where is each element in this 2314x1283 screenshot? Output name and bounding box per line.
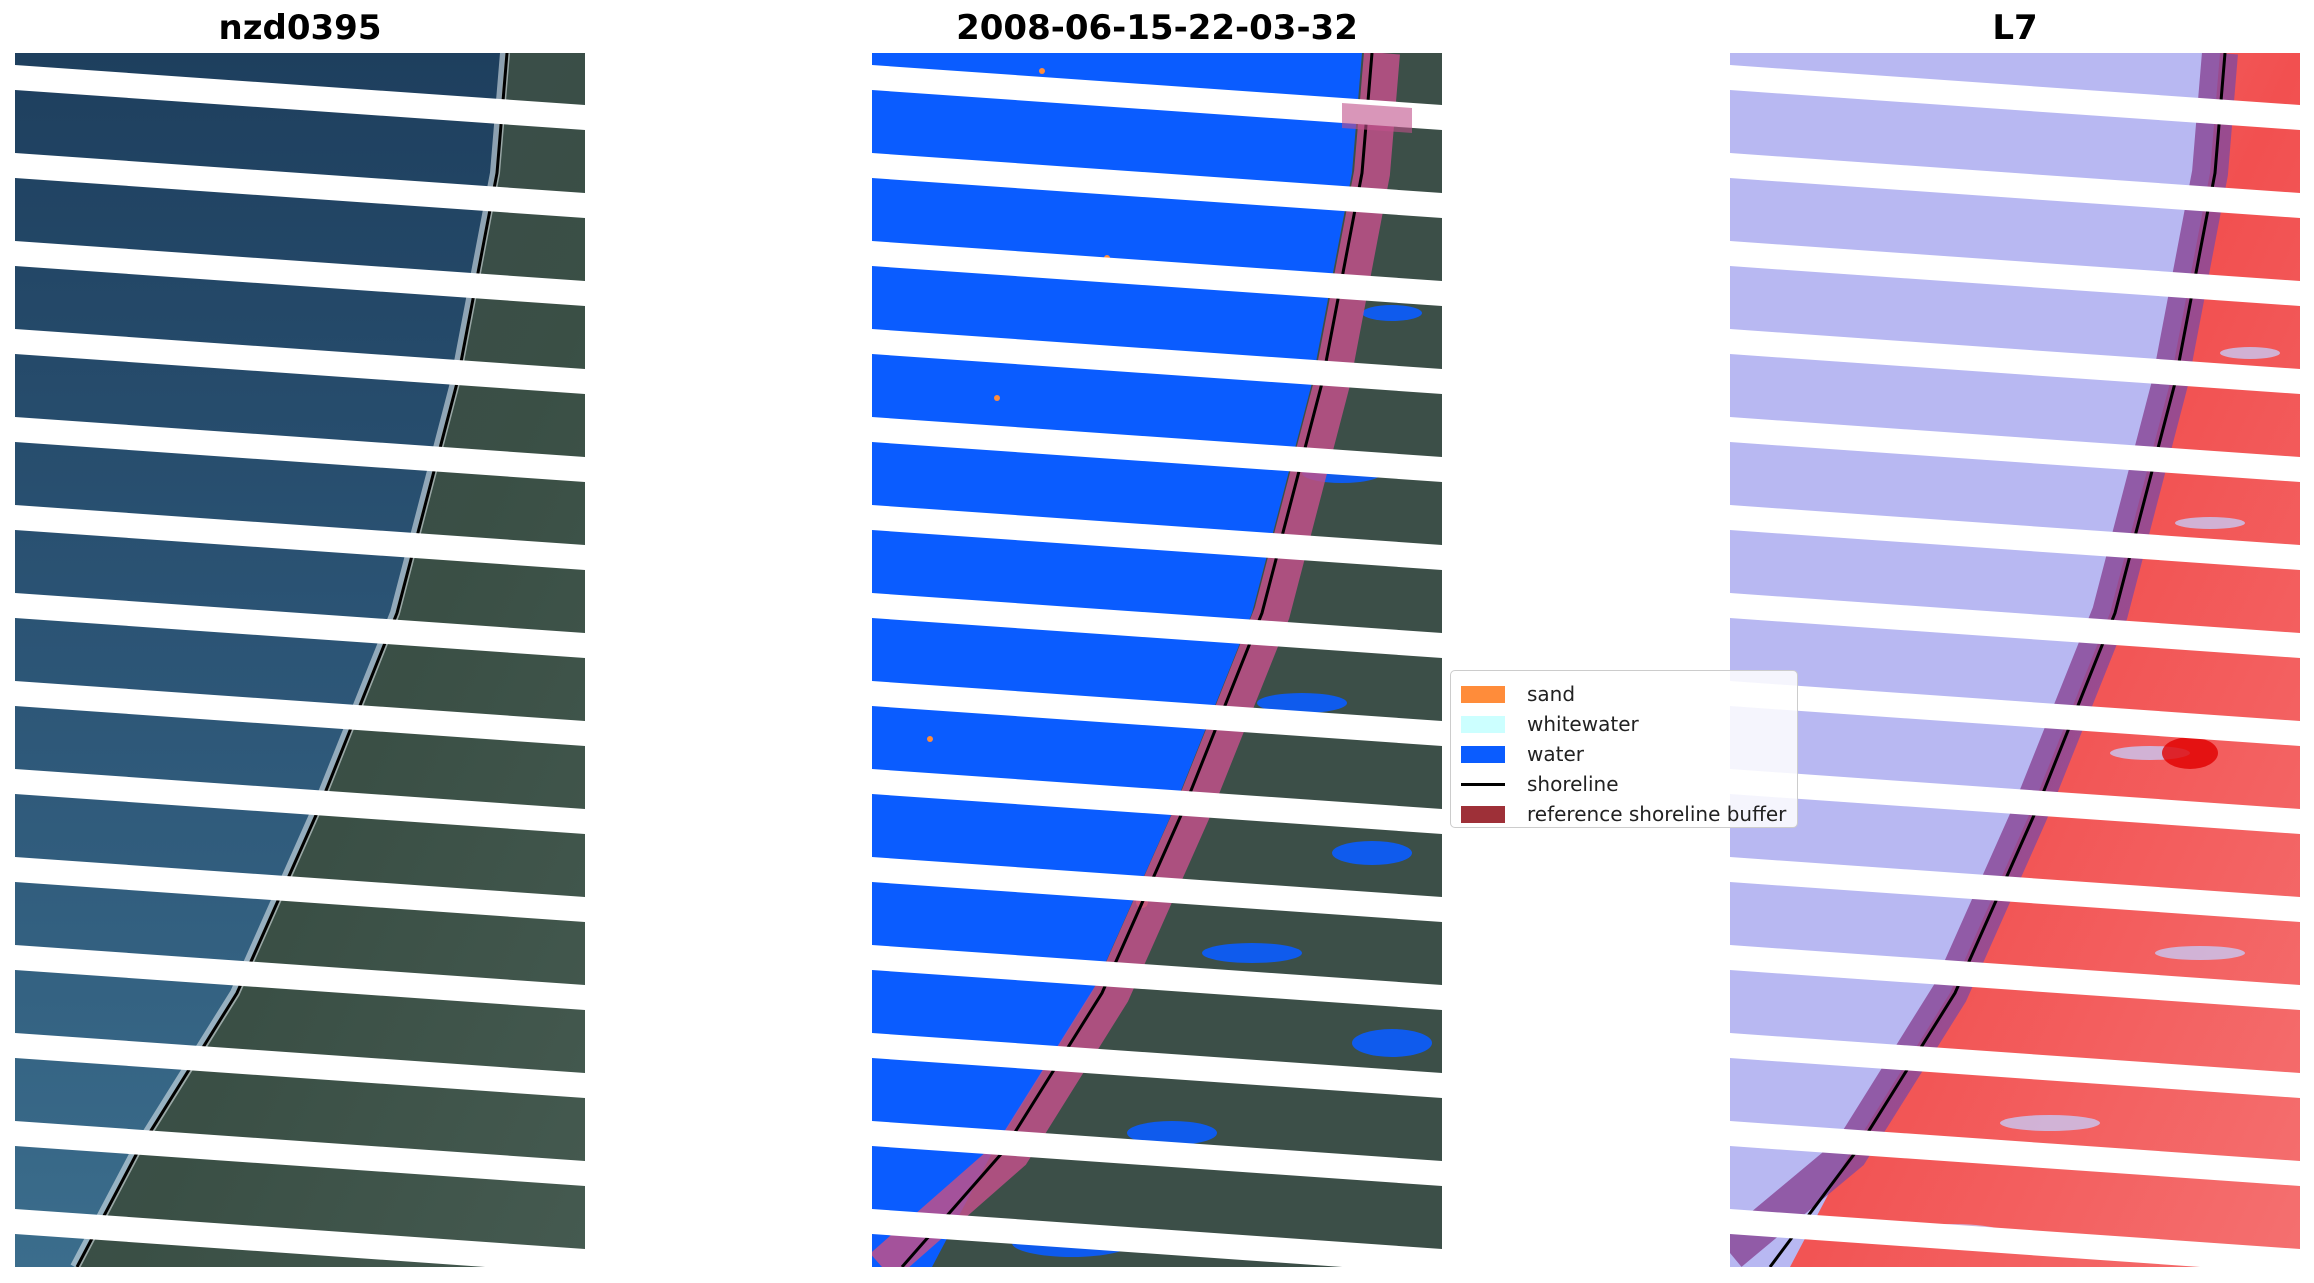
scan-line-gaps [15,65,585,1267]
legend-label-buffer: reference shoreline buffer [1527,802,1787,826]
rgb-image-panel [15,53,585,1267]
panel-title-rgb: nzd0395 [218,8,382,48]
legend-item-shoreline: shoreline [1461,769,1787,799]
classified-image-panel [872,53,1442,1267]
whitewater-swatch [1461,715,1505,733]
rgb-satellite-image [15,53,585,1267]
sand-swatch [1461,685,1505,703]
water-index-image [1730,53,2300,1267]
water-swatch [1461,745,1505,763]
shoreline-line-icon [1461,782,1505,786]
legend-label-shoreline: shoreline [1527,772,1619,796]
legend-label-whitewater: whitewater [1527,712,1639,736]
buffer-swatch [1461,805,1505,823]
legend-label-sand: sand [1527,682,1576,706]
legend-item-buffer: reference shoreline buffer [1461,799,1787,829]
legend-label-water: water [1527,742,1584,766]
legend-item-whitewater: whitewater [1461,709,1787,739]
legend: sand whitewater water shoreline referenc… [1450,670,1798,828]
scan-line-gaps [872,65,1442,1267]
panel-title-index: L7 [1992,8,2038,48]
legend-item-water: water [1461,739,1787,769]
classified-image [872,53,1442,1267]
panel-title-classified: 2008-06-15-22-03-32 [956,8,1358,48]
index-image-panel [1730,53,2300,1267]
legend-item-sand: sand [1461,679,1787,709]
scan-line-gaps [1730,65,2300,1267]
